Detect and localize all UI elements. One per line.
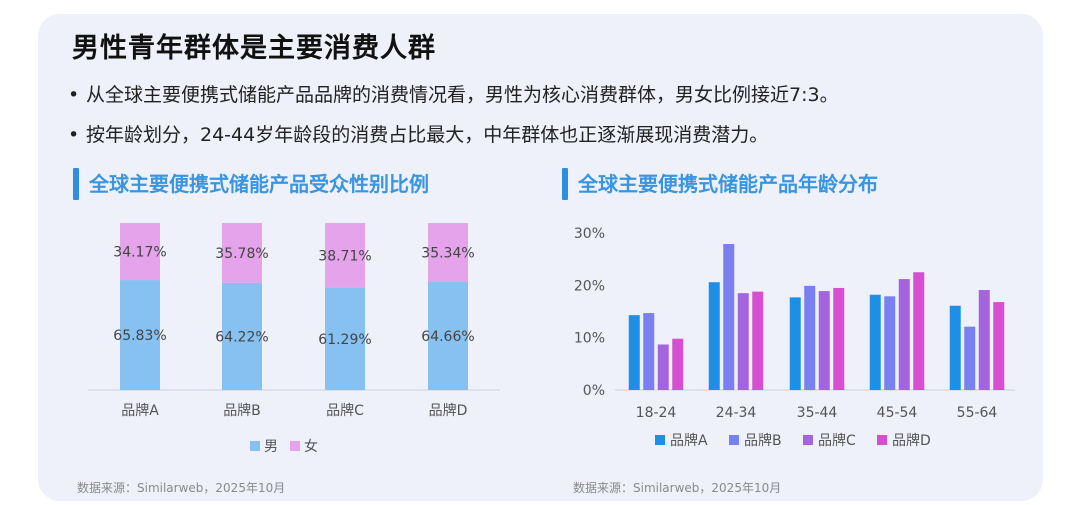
bullet-icon: • <box>68 84 80 106</box>
section-title-gender: 全球主要便携式储能产品受众性别比例 <box>73 168 429 200</box>
bar-male <box>120 280 160 390</box>
section-title-text: 全球主要便携式储能产品受众性别比例 <box>89 172 429 196</box>
bar-male <box>222 282 262 390</box>
data-label: 64.66% <box>421 329 474 345</box>
data-source-right: 数据来源：Similarweb，2025年10月 <box>573 481 782 495</box>
data-label: 61.29% <box>318 332 371 348</box>
bullet-item: • 按年龄划分，24-44岁年龄段的消费占比最大，中年群体也正逐渐展现消费潜力。 <box>68 120 768 147</box>
x-tick-label: 品牌D <box>429 402 468 419</box>
data-source-left: 数据来源：Similarweb，2025年10月 <box>77 481 286 495</box>
legend-swatch <box>250 441 260 451</box>
bullet-item: • 从全球主要便携式储能产品品牌的消费情况看，男性为核心消费群体，男女比例接近7:… <box>68 80 839 107</box>
bar-female <box>325 223 365 288</box>
bar-female <box>120 223 160 281</box>
bullet-text: 从全球主要便携式储能产品品牌的消费情况看，男性为核心消费群体，男女比例接近7:3… <box>86 84 839 106</box>
x-tick-label: 品牌A <box>121 402 159 419</box>
data-label: 65.83% <box>113 328 166 344</box>
data-label: 64.22% <box>215 329 268 345</box>
x-tick-label: 品牌B <box>223 402 261 419</box>
legend-label: 男 <box>264 439 278 455</box>
legend-label: 女 <box>304 438 318 455</box>
legend-swatch <box>290 441 300 451</box>
bar-female <box>428 223 468 283</box>
data-label: 35.34% <box>421 246 474 262</box>
bar-male <box>325 287 365 390</box>
data-label: 35.78% <box>215 246 268 262</box>
bullet-text: 按年龄划分，24-44岁年龄段的消费占比最大，中年群体也正逐渐展现消费潜力。 <box>86 124 769 146</box>
bullet-icon: • <box>68 124 80 146</box>
section-title-text: 全球主要便携式储能产品年龄分布 <box>578 172 878 196</box>
bar-male <box>428 282 468 390</box>
page-title: 男性青年群体是主要消费人群 <box>72 33 436 64</box>
data-label: 34.17% <box>113 245 166 261</box>
section-accent-bar <box>562 168 568 200</box>
content-panel <box>38 14 1043 501</box>
gender-chart: 65.83% 34.17% 品牌A 64.22% 35.78% 品牌B 61.29% 38.7… <box>88 223 500 455</box>
section-accent-bar <box>73 168 79 200</box>
x-tick-label: 品牌C <box>326 402 364 419</box>
bar-female <box>222 223 262 283</box>
section-title-age: 全球主要便携式储能产品年龄分布 <box>562 168 878 200</box>
data-label: 38.71% <box>318 248 371 264</box>
